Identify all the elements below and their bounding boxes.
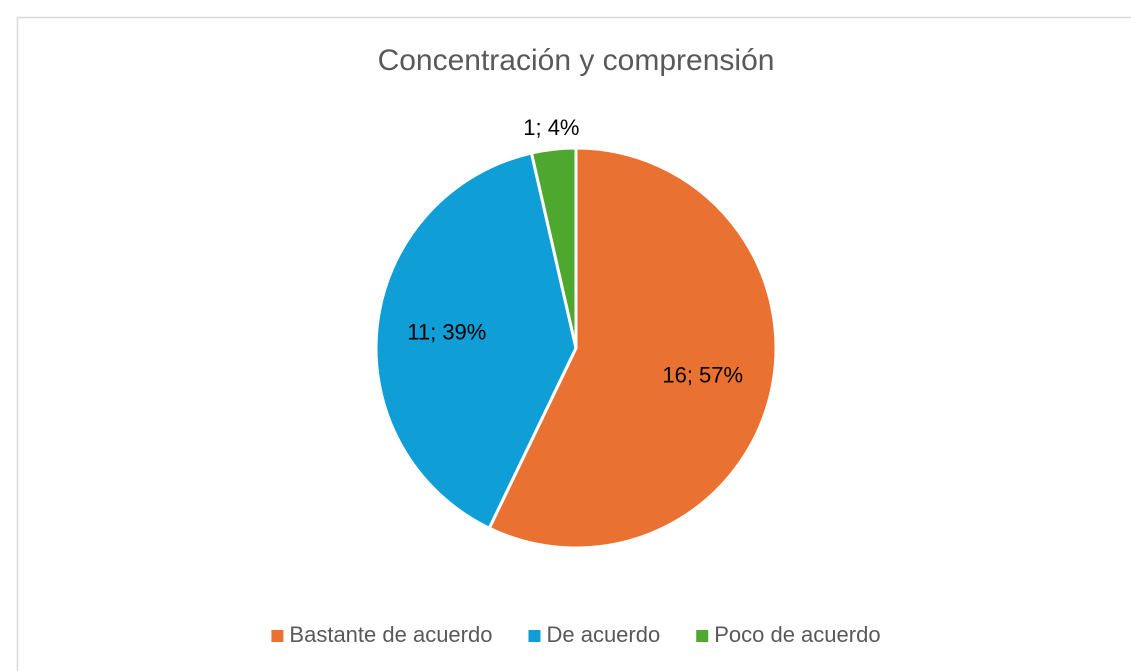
legend-swatch bbox=[271, 630, 284, 642]
pie-slice bbox=[487, 146, 778, 550]
pie-slice bbox=[374, 151, 578, 531]
chart-title: Concentración y comprensión bbox=[378, 44, 775, 77]
legend-label: De acuerdo bbox=[546, 622, 660, 647]
legend-label: Poco de acuerdo bbox=[714, 622, 880, 647]
legend-swatch bbox=[528, 630, 541, 642]
legend-swatch bbox=[696, 630, 709, 642]
data-label: 1; 4% bbox=[523, 115, 579, 140]
pie-slice bbox=[529, 146, 578, 349]
data-label: 11; 39% bbox=[407, 319, 486, 344]
legend-label: Bastante de acuerdo bbox=[289, 622, 492, 647]
data-label: 16; 57% bbox=[662, 363, 743, 388]
